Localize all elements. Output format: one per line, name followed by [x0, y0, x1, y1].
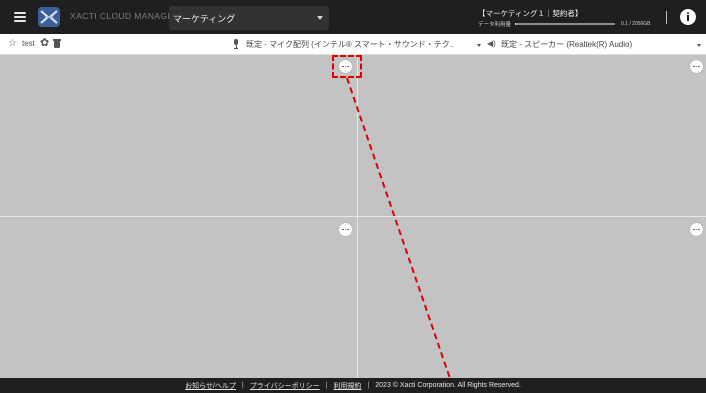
workspace-select-value: マーケティング: [173, 13, 236, 24]
footer-separator: |: [241, 382, 244, 389]
header-divider: [666, 11, 667, 24]
footer-separator: |: [325, 382, 328, 389]
video-tile: [358, 217, 706, 378]
microphone-icon: [233, 39, 239, 49]
contract-title: 【マーケティング１｜契約者】: [478, 9, 583, 18]
info-icon[interactable]: [680, 9, 696, 25]
hamburger-icon[interactable]: [14, 12, 26, 22]
footer-link-terms[interactable]: 利用規約: [333, 382, 362, 390]
room-toolbar: ☆ test ✿ 既定 - マイク配列 (インテル® スマート・サウンド・テク.…: [0, 34, 706, 55]
grid-divider-horizontal: [0, 216, 706, 217]
more-horizontal-icon[interactable]: [339, 60, 352, 73]
app-header: XACTI CLOUD MANAGER マーケティング 【マーケティング１｜契約…: [0, 0, 706, 34]
video-tile: [358, 55, 706, 216]
footer-link-help[interactable]: お知らせ/ヘルプ: [185, 382, 236, 390]
footer-copyright: 2023 © Xacti Corporation. All Rights Res…: [375, 382, 521, 389]
star-icon[interactable]: ☆: [8, 38, 17, 49]
xacti-logo[interactable]: [38, 7, 60, 27]
microphone-select[interactable]: 既定 - マイク配列 (インテル® スマート・サウンド・テク..: [246, 40, 455, 49]
brand-name: XACTI CLOUD MANAGER: [70, 11, 181, 21]
video-tile: [0, 55, 357, 216]
chevron-down-icon[interactable]: [477, 44, 481, 47]
video-grid: [0, 55, 706, 378]
speaker-select[interactable]: 既定 - スピーカー (Realtek(R) Audio): [501, 40, 633, 49]
usage-progress-bar: [515, 23, 616, 25]
app-footer: お知らせ/ヘルプ | プライバシーポリシー | 利用規約 | 2023 © Xa…: [0, 378, 706, 393]
footer-link-privacy[interactable]: プライバシーポリシー: [249, 382, 320, 390]
trash-icon[interactable]: [53, 39, 61, 48]
more-horizontal-icon[interactable]: [690, 60, 703, 73]
more-horizontal-icon[interactable]: [690, 223, 703, 236]
gear-icon[interactable]: ✿: [40, 37, 50, 49]
usage-label: データ利用量: [478, 22, 512, 28]
more-horizontal-icon[interactable]: [339, 223, 352, 236]
video-tile: [0, 217, 357, 378]
chevron-down-icon[interactable]: [697, 44, 701, 47]
room-name: test: [22, 39, 35, 48]
usage-value: 0.1 / 2050GB: [621, 21, 651, 27]
footer-separator: |: [367, 382, 370, 389]
chevron-down-icon: [317, 16, 323, 20]
usage-progress-fill: [515, 23, 517, 25]
speaker-icon: ◀): [487, 39, 496, 48]
data-usage: データ利用量 0.1 / 2050GB: [478, 19, 650, 29]
workspace-select[interactable]: マーケティング: [169, 6, 329, 30]
